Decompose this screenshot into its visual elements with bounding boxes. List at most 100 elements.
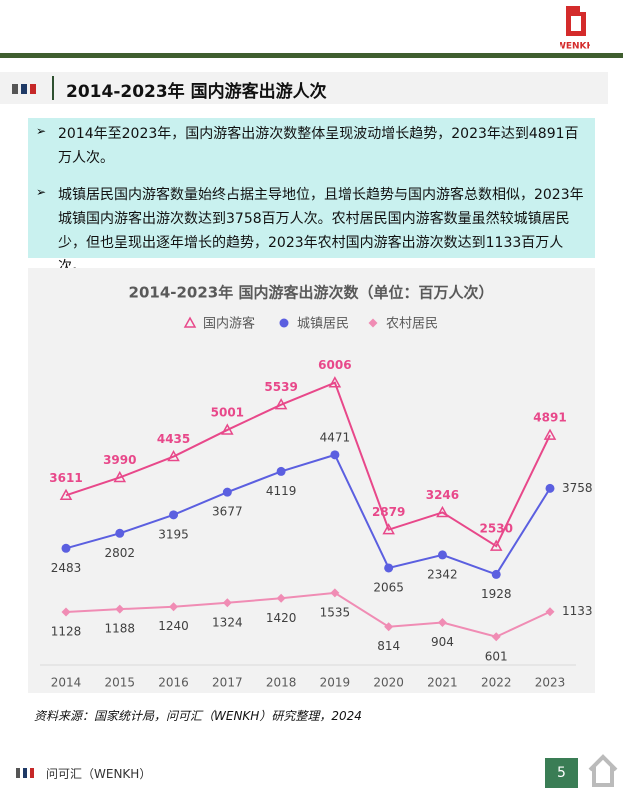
x-tick-label: 2021 — [427, 676, 458, 690]
section-bar: 2014-2023年 国内游客出游人次 — [0, 72, 608, 104]
data-label: 5539 — [264, 380, 297, 394]
marker — [545, 607, 555, 617]
data-label: 3990 — [103, 453, 136, 467]
x-tick-label: 2015 — [105, 676, 136, 690]
marker — [437, 550, 447, 560]
marker — [436, 505, 449, 518]
x-tick-label: 2018 — [266, 676, 297, 690]
chart: 2014-2023年 国内游客出游次数（单位：百万人次） 2014 2015 201… — [28, 268, 595, 693]
data-label: 3758 — [562, 481, 593, 495]
marker — [491, 632, 501, 642]
data-label: 4119 — [266, 484, 297, 498]
data-label: 1188 — [105, 622, 136, 636]
series-line — [65, 591, 551, 638]
marker — [113, 470, 127, 483]
data-label: 3677 — [212, 505, 243, 519]
data-label: 1133 — [562, 604, 593, 618]
marker — [276, 466, 286, 476]
source: 资料来源：国家统计局，问可汇（WENKH）研究整理，2024 — [34, 709, 362, 723]
marker — [115, 604, 125, 614]
data-label: 3611 — [49, 471, 82, 485]
data-label: 4891 — [533, 411, 566, 425]
bar-icon — [16, 768, 20, 778]
marker — [61, 607, 71, 617]
data-label: 1928 — [481, 587, 512, 601]
marker — [330, 450, 340, 460]
marker — [384, 622, 394, 632]
x-tick-label: 2019 — [320, 676, 351, 690]
bar-icon — [23, 768, 27, 778]
data-label: 1535 — [320, 605, 351, 619]
home-shape — [588, 754, 618, 787]
logo-text: WENKH — [560, 42, 590, 52]
marker — [274, 398, 288, 410]
data-label: 1324 — [212, 615, 243, 629]
data-label: 3246 — [426, 488, 459, 502]
legend-marker — [279, 318, 289, 328]
data-label: 5001 — [211, 405, 244, 419]
x-tick-label: 2022 — [481, 676, 512, 690]
x-tick-label: 2014 — [51, 676, 82, 690]
data-label: 2530 — [480, 522, 513, 536]
bar-icon — [12, 84, 18, 94]
top-rule — [0, 53, 623, 58]
marker — [167, 450, 180, 462]
data-label: 2342 — [427, 567, 458, 581]
bar-icon — [30, 768, 34, 778]
data-label: 2483 — [51, 561, 82, 575]
marker — [61, 543, 71, 553]
legend-label: 农村居民 — [386, 317, 438, 332]
legend-marker — [368, 318, 378, 328]
marker — [222, 487, 232, 497]
marker — [330, 588, 340, 598]
marker — [543, 428, 557, 440]
data-label: 1128 — [51, 624, 82, 638]
marker — [382, 523, 395, 535]
x-tick-label: 2020 — [373, 676, 404, 690]
data-label: 1240 — [158, 619, 189, 633]
bullet-marker: ➢ — [36, 124, 47, 138]
data-label: 4471 — [320, 430, 351, 444]
legend-marker — [183, 316, 197, 328]
section-title: 2014-2023年 国内游客出游人次 — [66, 82, 327, 102]
marker — [328, 376, 342, 388]
x-tick-label: 2016 — [158, 676, 189, 690]
data-label: 601 — [485, 649, 508, 663]
legend-label: 城镇居民 — [297, 317, 349, 332]
data-label: 1420 — [266, 611, 297, 625]
marker — [221, 423, 234, 435]
summary-box: ➢ 2014年至2023年，国内游客出游次数整体呈现波动增长趋势，2023年达到… — [28, 118, 595, 275]
footer-brand: 问可汇（WENKH） — [46, 767, 152, 781]
logo: WENKH — [560, 6, 590, 52]
home-icon — [588, 754, 618, 787]
data-label: 6006 — [318, 358, 351, 372]
data-label: 4435 — [157, 432, 190, 446]
bar-icon — [21, 84, 27, 94]
bullet: 城镇居民国内游客数量始终占据主导地位，且增长趋势与国内游客总数相似，2023年城… — [58, 187, 584, 275]
data-label: 3195 — [158, 527, 189, 541]
marker — [276, 593, 286, 603]
series-line — [65, 381, 551, 548]
marker — [169, 602, 179, 612]
marker — [384, 563, 394, 573]
bullet: 2014年至2023年，国内游客出游次数整体呈现波动增长趋势，2023年达到48… — [58, 126, 579, 166]
bar-icon — [30, 84, 36, 94]
page-number: 5 — [545, 758, 578, 788]
data-label: 814 — [377, 639, 400, 653]
x-tick-label: 2023 — [535, 676, 566, 690]
data-label: 904 — [431, 635, 454, 649]
marker — [222, 598, 232, 608]
x-tick-label: 2017 — [212, 676, 243, 690]
marker — [491, 569, 501, 579]
separator — [52, 76, 54, 100]
marker — [115, 528, 125, 538]
data-label: 2065 — [373, 580, 404, 594]
logo-icon — [566, 6, 586, 36]
marker — [437, 618, 447, 628]
marker — [489, 539, 503, 551]
chart-title: 2014-2023年 国内游客出游次数（单位：百万人次） — [129, 284, 494, 302]
bullet-marker: ➢ — [36, 185, 47, 199]
marker — [59, 488, 73, 501]
legend-label: 国内游客 — [203, 316, 255, 332]
